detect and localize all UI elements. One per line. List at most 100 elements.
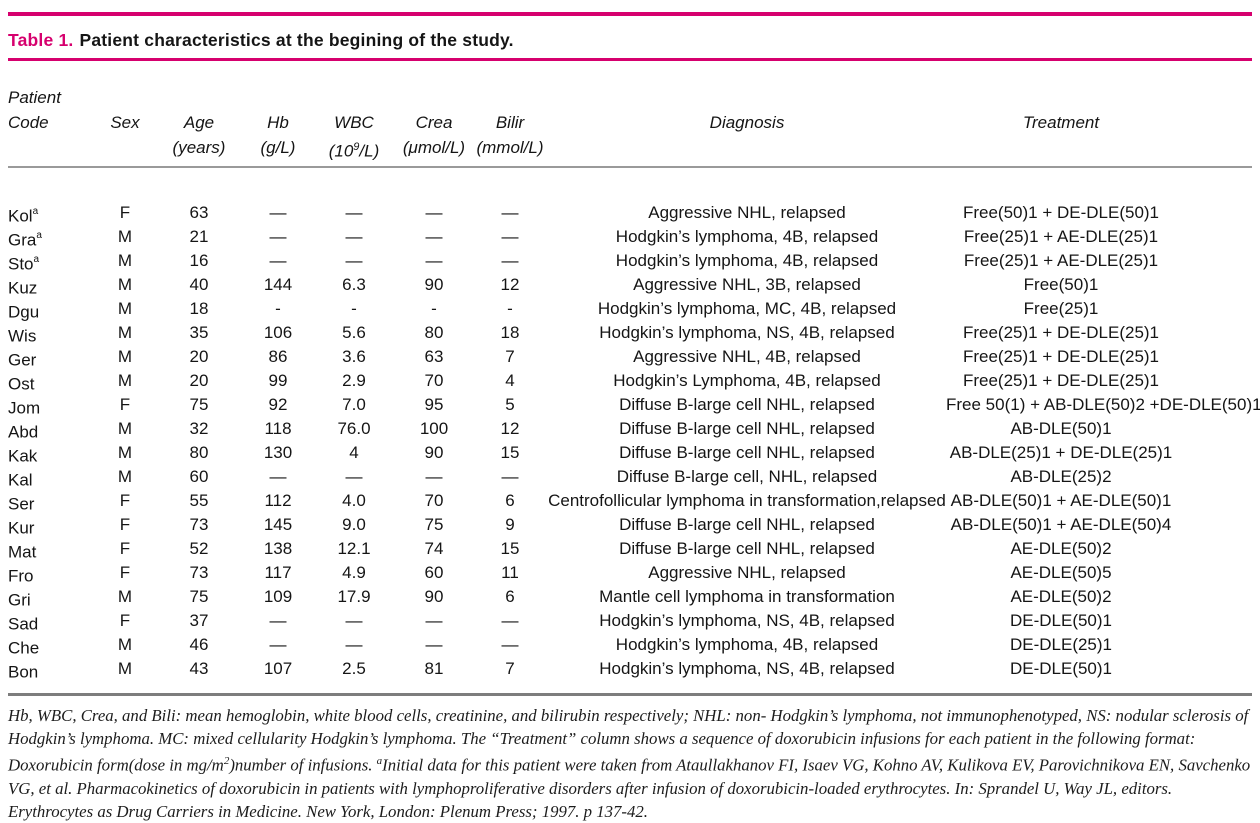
cell-crea: 81 [424,659,444,678]
cell-patient-code: Abd [8,422,39,442]
table-row: Fro F 73 117 4.9 60 11 Aggressive NHL, r… [8,561,1252,586]
cell-patient-code: Kak [8,446,38,466]
cell-bilir: — [501,227,519,246]
cell-bilir: 6 [505,491,515,510]
cell-crea: 63 [424,347,444,366]
cell-wbc: 4.9 [342,563,366,582]
table-row: Kal M 60 — — — — Diffuse B-large cell, N… [8,465,1252,490]
cell-treatment: Free(25)1 + DE-DLE(25)1 [962,323,1160,342]
cell-treatment: Free 50(1) + AB-DLE(50)2 +DE-DLE(50)1 [946,395,1260,414]
cell-sex: F [119,539,131,558]
cell-patient-code: Gri [8,590,31,610]
cell-treatment: Free(25)1 + DE-DLE(25)1 [962,347,1160,366]
cell-hb: 86 [268,347,288,366]
cell-bilir: — [501,635,519,654]
cell-age: 20 [189,347,209,366]
table-caption: Table 1. Patient characteristics at the b… [8,29,1252,51]
cell-bilir: 15 [500,443,520,462]
cell-patient-code: Graa [8,230,42,250]
cell-patient-code: Kur [8,518,35,538]
cell-patient-code: Ger [8,350,37,370]
cell-age: 21 [189,227,209,246]
cell-wbc: — [345,467,363,486]
cell-hb: 117 [264,563,292,582]
table-row: Kuz M 40 144 6.3 90 12 Aggressive NHL, 3… [8,273,1252,298]
table-header-row: Patient Code Sex Age (years) Hb (g/L) WB… [8,85,1252,161]
cell-treatment: AE-DLE(50)2 [1010,587,1112,606]
cell-wbc: 17.9 [337,587,371,606]
cell-treatment: AE-DLE(50)5 [1010,563,1112,582]
cell-diagnosis: Aggressive NHL, relapsed [648,563,846,582]
header-crea: Crea (μmol/L) [402,113,466,157]
cell-treatment: Free(50)1 [1023,275,1099,294]
cell-diagnosis: Diffuse B-large cell NHL, relapsed [619,515,875,534]
cell-age: 60 [189,467,209,486]
cell-sex: M [117,635,133,654]
cell-sex: M [117,227,133,246]
cell-sex: F [119,491,131,510]
cell-hb: — [269,467,287,486]
caption-rule [8,58,1252,61]
cell-treatment: Free(25)1 [1023,299,1099,318]
cell-treatment: Free(25)1 + AE-DLE(25)1 [963,227,1159,246]
cell-wbc: 3.6 [342,347,366,366]
cell-treatment: DE-DLE(50)1 [1009,659,1113,678]
cell-wbc: — [345,635,363,654]
table-row: Che M 46 — — — — Hodgkin’s lymphoma, 4B,… [8,633,1252,658]
cell-crea: — [425,227,443,246]
cell-diagnosis: Diffuse B-large cell NHL, relapsed [619,443,875,462]
cell-diagnosis: Hodgkin’s lymphoma, NS, 4B, relapsed [599,611,895,630]
cell-age: 40 [189,275,209,294]
cell-crea: 80 [424,323,444,342]
cell-crea: 75 [424,515,444,534]
cell-crea: — [425,203,443,222]
cell-bilir: — [501,611,519,630]
cell-wbc: 12.1 [337,539,371,558]
cell-bilir: 6 [505,587,515,606]
cell-age: 63 [189,203,209,222]
table-row: Kola F 63 — — — — Aggressive NHL, relaps… [8,201,1252,226]
cell-bilir: 15 [500,539,520,558]
cell-hb: 107 [263,659,293,678]
cell-age: 35 [189,323,209,342]
cell-bilir: 5 [505,395,515,414]
cell-age: 43 [189,659,209,678]
cell-bilir: 18 [500,323,520,342]
table-row: Gri M 75 109 17.9 90 6 Mantle cell lymph… [8,585,1252,610]
cell-sex: F [119,611,131,630]
cell-sex: M [117,323,133,342]
cell-treatment: AB-DLE(50)1 + AE-DLE(50)1 [950,491,1172,510]
cell-hb: 109 [263,587,293,606]
cell-age: 73 [189,563,209,582]
cell-wbc: 2.9 [342,371,366,390]
cell-wbc: — [345,203,363,222]
cell-bilir: — [501,251,519,270]
cell-sex: M [117,275,133,294]
cell-age: 20 [189,371,209,390]
header-wbc: WBC (109/L) [328,113,380,161]
cell-age: 75 [189,587,209,606]
cell-wbc: 76.0 [337,419,371,438]
cell-wbc: - [351,299,357,318]
cell-hb: 118 [264,419,292,438]
cell-sex: M [117,251,133,270]
cell-crea: 90 [424,587,444,606]
cell-age: 46 [189,635,209,654]
table-row: Ger M 20 86 3.6 63 7 Aggressive NHL, 4B,… [8,345,1252,370]
header-sex: Sex [110,113,140,132]
cell-treatment: AE-DLE(50)2 [1010,539,1112,558]
cell-diagnosis: Aggressive NHL, 3B, relapsed [633,275,861,294]
cell-wbc: 9.0 [342,515,366,534]
cell-sex: F [119,203,131,222]
cell-bilir: — [501,467,519,486]
cell-diagnosis: Aggressive NHL, 4B, relapsed [633,347,861,366]
table-row: Kak M 80 130 4 90 15 Diffuse B-large cel… [8,441,1252,466]
footnote-rule [8,693,1252,696]
cell-hb: 99 [268,371,288,390]
header-treatment: Treatment [1022,113,1100,132]
cell-age: 32 [189,419,209,438]
table-row: Mat F 52 138 12.1 74 15 Diffuse B-large … [8,537,1252,562]
cell-age: 55 [189,491,209,510]
cell-treatment: DE-DLE(25)1 [1009,635,1113,654]
table-row: Ser F 55 112 4.0 70 6 Centrofollicular l… [8,489,1252,514]
